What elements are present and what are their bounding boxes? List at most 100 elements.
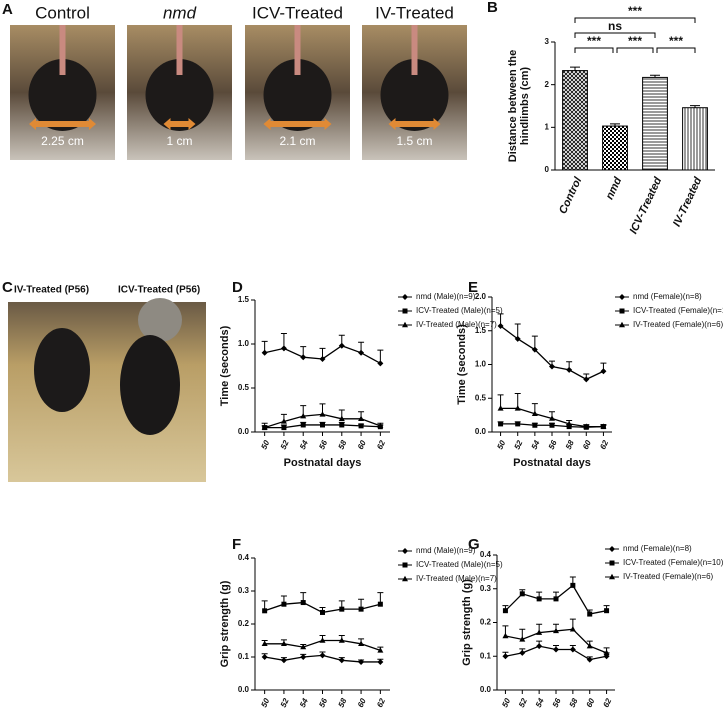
x-tick-label: 54 xyxy=(534,696,546,708)
marker xyxy=(536,643,543,650)
marker xyxy=(587,611,593,617)
marker xyxy=(261,424,268,430)
marker xyxy=(569,646,576,653)
y-axis-label: hindlimbs (cm) xyxy=(519,67,531,146)
significance-bracket xyxy=(574,32,656,38)
marker xyxy=(300,422,306,428)
y-axis-label: Time (seconds) xyxy=(219,325,231,406)
legend-label: ICV-Treated (Female)(n=10) xyxy=(623,558,723,567)
photo-title: IV-Treated xyxy=(375,3,454,22)
x-tick-label: 56 xyxy=(317,696,329,708)
marker xyxy=(320,609,325,615)
x-tick-label: 54 xyxy=(298,696,310,708)
y-tick-label: 2.0 xyxy=(475,292,487,301)
marker xyxy=(600,423,607,429)
marker xyxy=(358,423,364,429)
x-tick-label: Control xyxy=(557,175,585,216)
marker xyxy=(402,548,408,554)
y-tick-label: 0.0 xyxy=(480,685,492,694)
marker xyxy=(502,632,509,639)
marker xyxy=(609,573,615,580)
bar xyxy=(642,76,668,171)
marker xyxy=(502,653,509,660)
marker xyxy=(300,412,307,419)
marker xyxy=(377,658,384,665)
y-axis-label: Grip strength (g) xyxy=(461,579,473,666)
marker xyxy=(377,601,383,607)
x-tick-label: 58 xyxy=(337,438,349,450)
significance-bracket xyxy=(574,17,696,23)
marker xyxy=(497,323,504,330)
y-tick-label: 1.5 xyxy=(475,326,487,335)
y-tick-label: 0.0 xyxy=(238,427,250,436)
marker xyxy=(377,422,384,429)
y-tick-label: 0.4 xyxy=(480,550,492,559)
error-bar xyxy=(650,74,660,78)
legend-label: IV-Treated (Female)(n=6) xyxy=(633,320,723,329)
marker xyxy=(358,640,365,646)
marker xyxy=(569,626,576,632)
y-tick-label: 0.1 xyxy=(480,651,492,660)
marker xyxy=(280,418,287,424)
panel-label: C xyxy=(2,279,13,296)
x-tick-label: 54 xyxy=(298,438,310,450)
photo-detail xyxy=(59,25,66,75)
photo-measure: 1 cm xyxy=(166,134,192,148)
x-tick-label: 58 xyxy=(568,696,580,708)
y-tick-label: 0.5 xyxy=(475,393,487,402)
marker xyxy=(604,608,610,614)
legend-label: nmd (Male)(n=9) xyxy=(416,546,476,555)
marker xyxy=(600,368,607,375)
x-tick-label: 52 xyxy=(279,696,291,708)
x-tick-label: 50 xyxy=(259,696,271,708)
y-tick-label: 0.3 xyxy=(238,586,250,595)
marker xyxy=(514,405,521,411)
panel-label: F xyxy=(232,536,241,553)
x-tick-label: 62 xyxy=(375,696,387,708)
marker xyxy=(358,415,365,421)
marker xyxy=(319,411,326,417)
marker xyxy=(553,596,559,602)
arrow-head xyxy=(263,118,332,130)
marker xyxy=(319,355,326,362)
marker xyxy=(531,410,538,416)
marker xyxy=(358,349,365,356)
error-bar xyxy=(610,123,620,127)
x-tick-label: 52 xyxy=(279,438,291,450)
x-tick-label: 50 xyxy=(495,438,507,450)
photo-detail xyxy=(145,59,214,131)
y-tick-label: 1.5 xyxy=(238,295,250,304)
x-tick-label: 52 xyxy=(513,438,525,450)
y-tick-label: 1.0 xyxy=(238,339,250,348)
marker xyxy=(358,658,365,665)
marker xyxy=(402,562,408,568)
x-tick-label: 58 xyxy=(337,696,349,708)
significance-bracket xyxy=(656,47,696,53)
marker xyxy=(549,422,555,428)
marker xyxy=(402,575,408,582)
y-axis-label: Distance between the xyxy=(507,50,519,162)
legend-label: ICV-Treated (Female)(n=10) xyxy=(633,306,723,315)
marker xyxy=(497,405,504,411)
photo-label: IV-Treated (P56) xyxy=(14,285,89,296)
x-tick-label: 50 xyxy=(500,696,512,708)
photo-detail xyxy=(176,25,183,75)
marker xyxy=(300,654,307,660)
photo-title: Control xyxy=(35,3,90,22)
marker xyxy=(402,321,408,328)
x-tick-label: IV-Treated xyxy=(671,175,704,229)
marker xyxy=(566,424,572,430)
x-tick-label: 56 xyxy=(547,438,559,450)
x-tick-label: 62 xyxy=(375,438,387,450)
legend-label: nmd (Female)(n=8) xyxy=(633,292,702,301)
marker xyxy=(261,349,268,356)
series-line xyxy=(500,325,604,381)
marker xyxy=(338,637,345,643)
marker xyxy=(536,596,542,602)
photo-detail xyxy=(34,328,90,412)
photo-detail xyxy=(411,25,418,75)
legend-label: ICV-Treated (Male)(n=5) xyxy=(416,306,503,315)
marker xyxy=(280,345,287,352)
